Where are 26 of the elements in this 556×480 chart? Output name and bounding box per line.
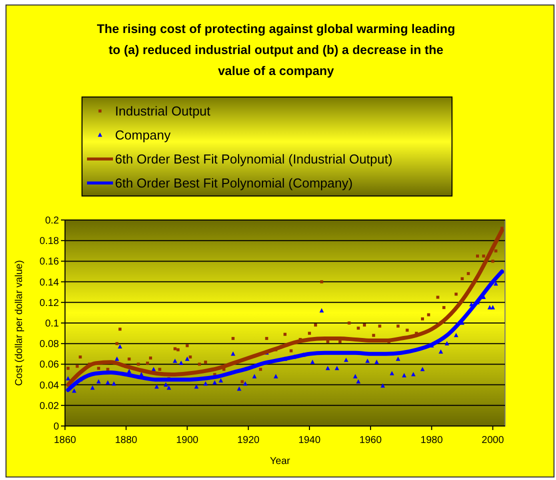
legend-label: 6th Order Best Fit Polynomial (Industrial Output)	[115, 152, 392, 167]
y-tick-label: 0.08	[40, 339, 60, 350]
x-tick-label: 1860	[54, 435, 77, 446]
legend-label: 6th Order Best Fit Polynomial (Company)	[115, 176, 353, 191]
y-tick-label: 0.06	[40, 360, 60, 371]
x-axis-title: Year	[270, 456, 291, 467]
chart-title: The rising cost of protecting against global warming leading to (a) reduced industrial output and (b) a decrease in the value of a company	[96, 22, 456, 78]
x-tick-label: 1920	[237, 435, 260, 446]
x-tick-label: 1960	[359, 435, 382, 446]
y-tick-label: 0.02	[40, 400, 60, 412]
y-tick-label: 0.1	[45, 318, 60, 330]
y-tick-label: 0.18	[40, 236, 60, 248]
legend-label: Company	[115, 128, 172, 143]
y-tick-label: 0.16	[40, 256, 60, 268]
y-tick-label: 0.2	[45, 216, 60, 226]
x-tick-label: 1880	[114, 435, 138, 446]
x-tick-label: 1940	[298, 435, 322, 446]
x-tick-label: 1900	[176, 435, 199, 446]
x-tick-label: 1980	[420, 435, 444, 446]
y-tick-label: 0.12	[40, 298, 60, 309]
y-tick-label: 0	[53, 422, 60, 432]
y-axis-title: Cost (dollar per dollar value)	[14, 260, 25, 386]
x-tick-label: 2000	[482, 435, 504, 446]
legend-label: Industrial Output	[115, 104, 211, 119]
y-tick-label: 0.04	[40, 380, 60, 392]
y-tick-label: 0.14	[40, 277, 60, 288]
